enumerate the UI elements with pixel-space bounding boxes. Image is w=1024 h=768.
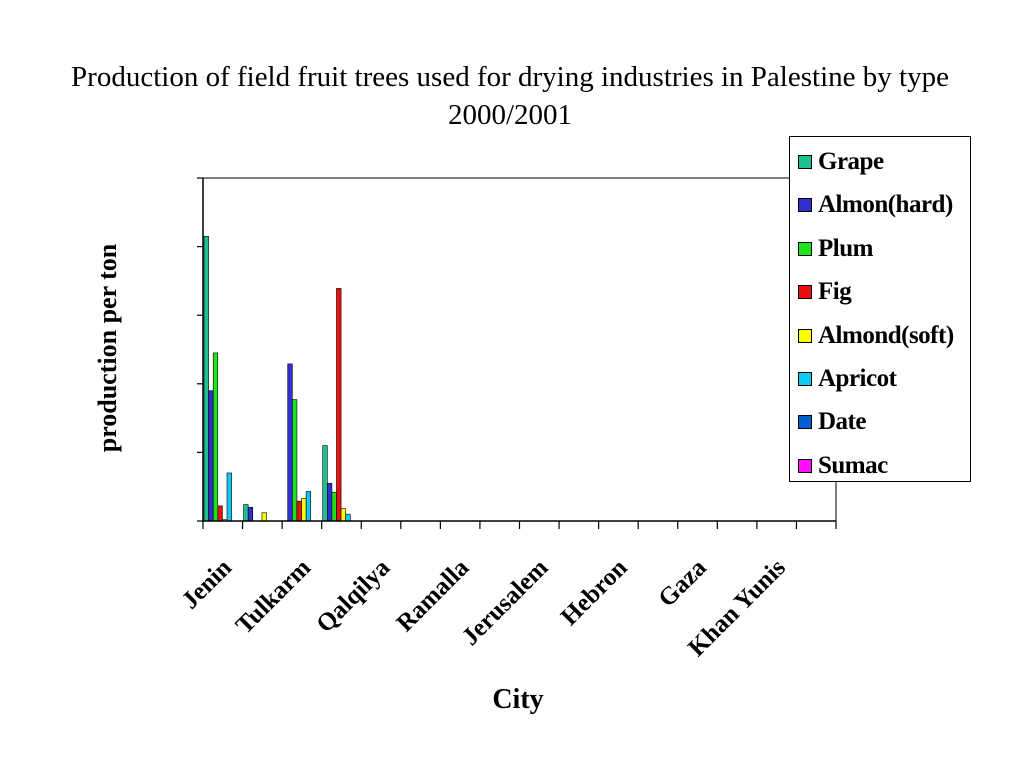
- axes: [197, 177, 837, 529]
- legend-label: Fig: [818, 278, 852, 306]
- chart-title: Production of field fruit trees used for…: [71, 61, 949, 131]
- legend-swatch: [798, 458, 812, 473]
- legend-item-fig: Fig: [798, 277, 852, 307]
- x-tick-label-gaza: Gaza: [653, 554, 712, 613]
- legend-swatch: [798, 285, 812, 300]
- x-tick-label-jerusalem: Jerusalem: [457, 554, 554, 651]
- legend-label: Apricot: [818, 365, 897, 392]
- legend-item-date: Date: [798, 407, 866, 437]
- legend-item-sumac: Sumac: [798, 451, 888, 481]
- legend-item-almond-soft-: Almond(soft): [798, 321, 954, 351]
- legend-swatch: [798, 372, 812, 386]
- x-tick-label-tulkarm: Tulkarm: [231, 554, 316, 639]
- bar-almon-hard--ramalla: [326, 482, 333, 522]
- bar-apricot-qalqilya: [305, 491, 312, 522]
- legend-swatch: [798, 241, 812, 256]
- legend-label: Plum: [818, 234, 873, 262]
- legend-swatch: [798, 415, 812, 430]
- bar-apricot-ramalla: [345, 513, 351, 522]
- bar-fig-jenin: [217, 505, 223, 522]
- legend-label: Sumac: [818, 451, 888, 479]
- x-tick-label-qalqilya: Qalqilya: [311, 554, 395, 638]
- legend-item-plum: Plum: [798, 234, 873, 264]
- x-tick-label-ramalla: Ramalla: [391, 554, 474, 637]
- legend-item-grape: Grape: [798, 147, 884, 177]
- bar-fig-ramalla: [336, 288, 342, 522]
- bar-plum-jenin: [212, 352, 219, 522]
- legend-item-almon-hard-: Almon(hard): [798, 190, 953, 220]
- legend-label: Date: [818, 408, 866, 436]
- bar-apricot-jenin: [226, 472, 232, 522]
- x-tick-label-jenin: Jenin: [177, 554, 237, 614]
- bar-almon-hard--jenin: [208, 390, 214, 522]
- x-axis-label: City: [492, 684, 544, 715]
- legend-item-apricot: Apricot: [798, 364, 897, 394]
- bar-plum-qalqilya: [292, 399, 298, 522]
- legend-swatch: [798, 198, 812, 213]
- bars: [203, 236, 351, 522]
- plot-frame: [202, 177, 837, 522]
- bar-almond-soft--tulkarm: [261, 512, 267, 522]
- bar-almond-soft--qalqilya: [301, 498, 307, 522]
- bar-fig-qalqilya: [296, 500, 302, 522]
- bar-plum-ramalla: [331, 491, 337, 522]
- legend-label: Grape: [818, 148, 884, 175]
- legend-label: Almon(hard): [818, 191, 953, 219]
- legend-swatch: [798, 155, 812, 169]
- bar-almon-hard--tulkarm: [247, 506, 254, 522]
- bar-almon-hard--qalqilya: [287, 363, 293, 522]
- x-tick-label-hebron: Hebron: [556, 554, 633, 631]
- bar-grape-ramalla: [322, 445, 328, 522]
- plot-area-border: [202, 177, 837, 522]
- legend-label: Almond(soft): [818, 321, 954, 349]
- bar-grape-jenin: [203, 236, 209, 522]
- bar-almond-soft--ramalla: [340, 508, 346, 522]
- bar-grape-tulkarm: [243, 504, 249, 522]
- legend-swatch: [798, 328, 812, 343]
- y-axis-label: production per ton: [93, 243, 122, 453]
- legend: Grape Almon(hard) Plum Fig Almond(soft) Apric…: [789, 136, 971, 482]
